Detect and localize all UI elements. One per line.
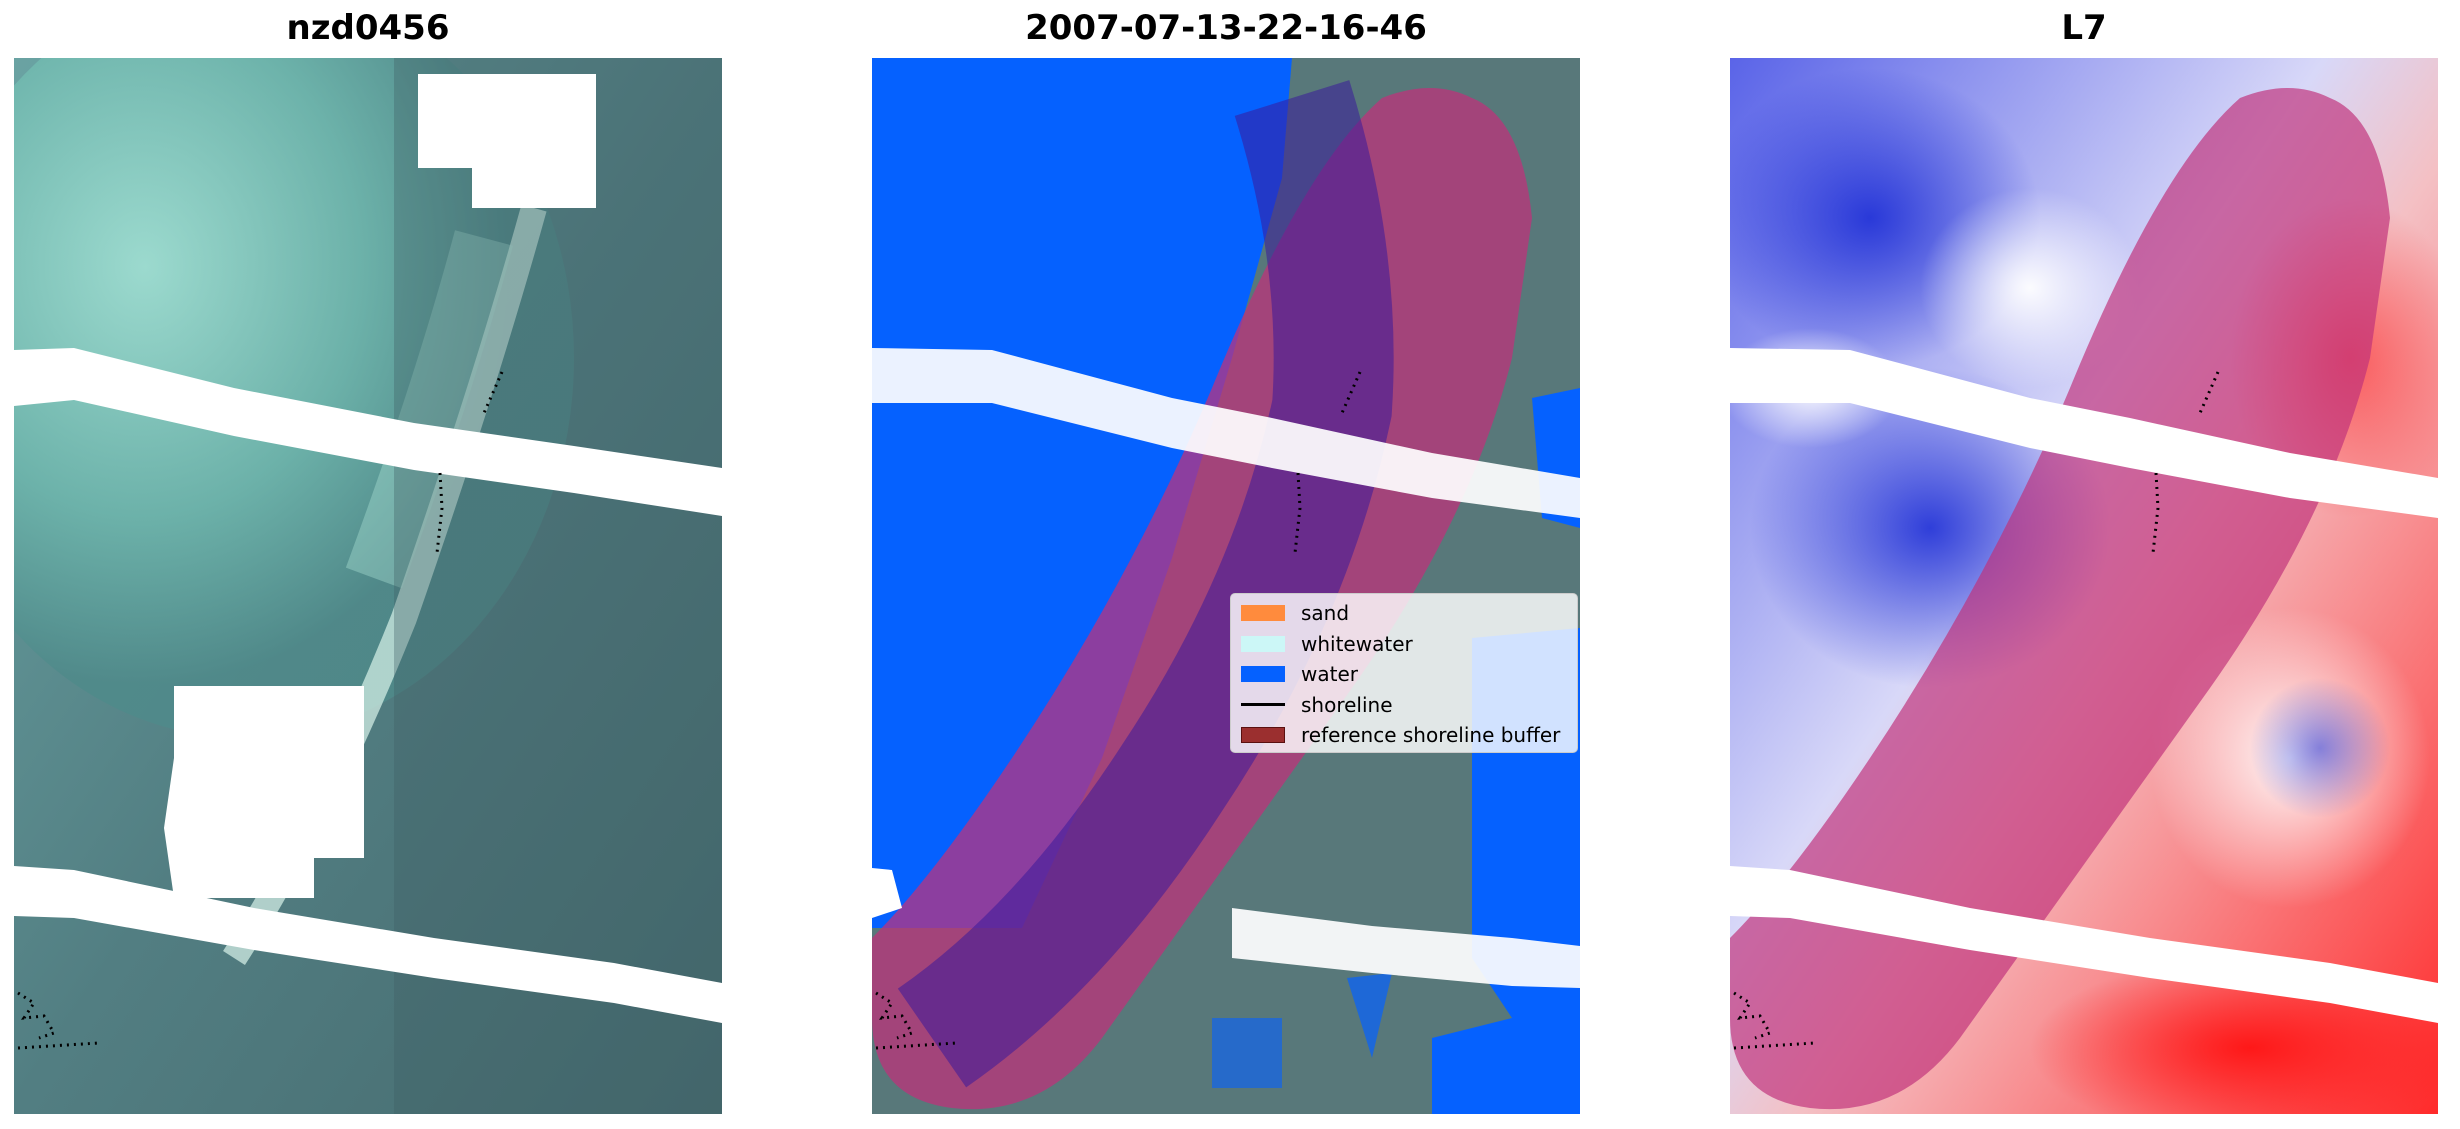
legend-swatch-buffer — [1241, 727, 1285, 744]
legend-label-shoreline: shoreline — [1301, 692, 1393, 717]
legend-item-shoreline: shoreline — [1241, 690, 1567, 721]
legend-item-water: water — [1241, 659, 1567, 690]
legend-label-buffer: reference shoreline buffer — [1301, 723, 1561, 748]
legend-label-water: water — [1301, 662, 1358, 687]
legend-line-shoreline — [1241, 703, 1285, 707]
classified-image — [872, 58, 1580, 1114]
legend-item-whitewater: whitewater — [1241, 629, 1567, 660]
legend-label-sand: sand — [1301, 601, 1350, 626]
legend-item-buffer: reference shoreline buffer — [1241, 720, 1567, 751]
legend-swatch-whitewater — [1241, 635, 1285, 652]
index-image — [1730, 58, 2438, 1114]
panel-title-classified: 2007-07-13-22-16-46 — [1025, 8, 1427, 48]
legend-label-whitewater: whitewater — [1301, 631, 1413, 656]
panel-title-rgb: nzd0456 — [286, 8, 450, 48]
classification-legend: sand whitewater water shoreline referenc… — [1230, 593, 1578, 753]
rgb-image — [14, 58, 722, 1114]
legend-swatch-sand — [1241, 605, 1285, 622]
water-region — [872, 58, 1292, 928]
panel-title-index: L7 — [2061, 8, 2107, 48]
classified-image-panel — [872, 58, 1580, 1114]
index-image-panel — [1730, 58, 2438, 1114]
rgb-image-panel — [14, 58, 722, 1114]
legend-item-sand: sand — [1241, 598, 1567, 629]
legend-swatch-water — [1241, 666, 1285, 683]
reference-shoreline-buffer-index — [1730, 88, 2390, 1110]
